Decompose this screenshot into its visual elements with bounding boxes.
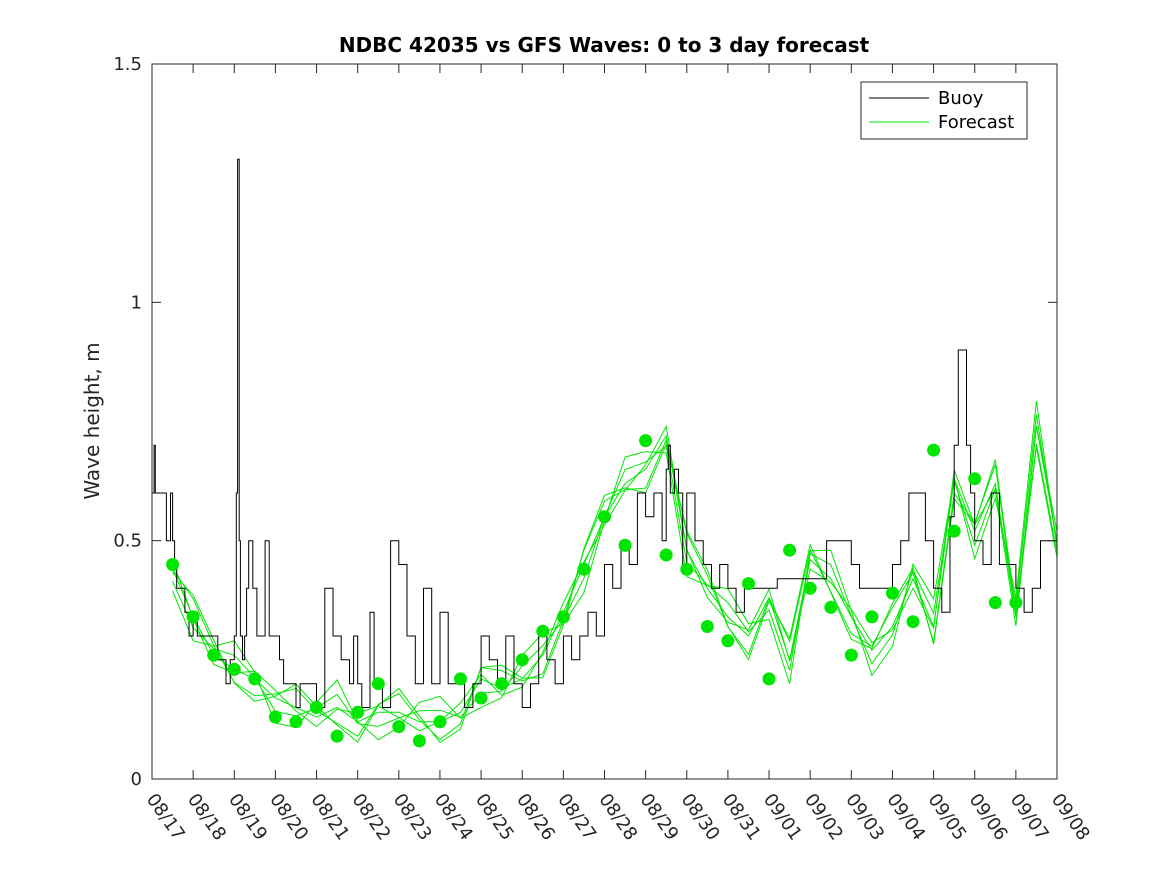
x-tick-label: 08/20 (265, 790, 312, 845)
forecast-marker (700, 620, 714, 633)
forecast-marker (762, 672, 776, 686)
forecast-line-variant (172, 400, 1058, 741)
forecast-marker (412, 734, 426, 748)
forecast-marker (392, 720, 406, 734)
x-tick-label: 09/05 (923, 790, 970, 845)
forecast-markers (166, 434, 1023, 748)
forecast-marker (639, 434, 653, 448)
x-tick-label: 08/22 (348, 790, 395, 845)
forecast-marker (1009, 596, 1023, 610)
y-tick-label: 1 (131, 292, 142, 313)
forecast-marker (248, 672, 262, 686)
x-tick-label: 08/18 (183, 790, 230, 845)
x-tick-label: 08/23 (389, 790, 436, 845)
forecast-marker (783, 543, 797, 557)
x-tick-label: 09/07 (1006, 790, 1053, 845)
x-tick-label: 08/28 (594, 790, 641, 845)
x-tick-label: 08/25 (471, 790, 518, 845)
x-tick-label: 08/26 (512, 790, 559, 845)
buoy-line (152, 158, 1057, 708)
forecast-line (172, 426, 1058, 723)
x-tick-label: 09/01 (759, 790, 806, 845)
y-axis-label: Wave height, m (80, 342, 104, 499)
forecast-marker (680, 562, 694, 576)
forecast-marker (659, 548, 673, 562)
forecast-marker (886, 586, 899, 600)
forecast-marker (351, 705, 365, 719)
legend-box (860, 81, 1028, 140)
forecast-marker (947, 524, 961, 538)
chart-title: NDBC 42035 vs GFS Waves: 0 to 3 day fore… (339, 33, 870, 57)
x-tick-label: 08/17 (142, 790, 189, 845)
legend-label-buoy: Buoy (938, 88, 984, 109)
x-tick-label: 09/08 (1047, 790, 1094, 845)
x-tick-label: 08/21 (306, 790, 353, 845)
legend-label-forecast: Forecast (938, 112, 1014, 133)
forecast-marker (268, 710, 282, 724)
forecast-marker (433, 715, 447, 729)
x-tick-label: 08/29 (636, 790, 683, 845)
x-tick-label: 09/03 (841, 790, 888, 845)
plot-area (152, 64, 1057, 779)
forecast-marker (906, 615, 920, 629)
x-tick-label: 08/30 (677, 790, 724, 845)
forecast-marker (454, 672, 467, 686)
plot-series (152, 158, 1058, 748)
forecast-line-variant (172, 424, 1058, 732)
y-tick-label: 0.5 (113, 531, 142, 552)
forecast-marker (371, 677, 385, 691)
x-tick-label: 08/19 (224, 790, 271, 845)
buoy-line-path (152, 158, 1057, 708)
forecast-marker (515, 653, 529, 667)
forecast-marker (207, 648, 221, 662)
forecast-marker (865, 610, 879, 624)
forecast-marker (618, 538, 632, 552)
forecast-marker (536, 624, 550, 638)
forecast-marker (988, 596, 1002, 610)
forecast-marker (927, 443, 941, 457)
y-tick-label: 1.5 (113, 54, 142, 75)
x-tick-label: 08/31 (718, 790, 765, 845)
forecast-marker (844, 648, 858, 662)
y-axis-ticks: 0 0.5 1 1.5 (113, 54, 1057, 790)
x-tick-label: 08/27 (553, 790, 600, 845)
forecast-marker (824, 600, 838, 614)
forecast-marker (742, 577, 755, 591)
y-tick-label: 0 (131, 769, 142, 790)
forecast-marker (474, 691, 488, 705)
x-tick-label: 09/06 (965, 790, 1012, 845)
forecast-marker (968, 472, 982, 486)
forecast-marker (310, 701, 323, 714)
forecast-marker (721, 634, 735, 648)
forecast-marker (330, 729, 344, 743)
x-tick-label: 08/24 (430, 790, 477, 845)
x-tick-label: 09/04 (882, 790, 929, 845)
legend: Buoy Forecast (860, 81, 1028, 140)
forecast-marker (598, 510, 611, 524)
forecast-marker (227, 662, 241, 676)
x-tick-label: 09/02 (800, 790, 847, 845)
forecast-marker (166, 558, 180, 571)
forecast-marker (186, 610, 200, 624)
forecast-marker (556, 610, 570, 624)
forecast-marker (289, 715, 303, 729)
forecast-marker (577, 562, 591, 576)
forecast-marker (803, 581, 817, 595)
forecast-marker (495, 677, 509, 691)
